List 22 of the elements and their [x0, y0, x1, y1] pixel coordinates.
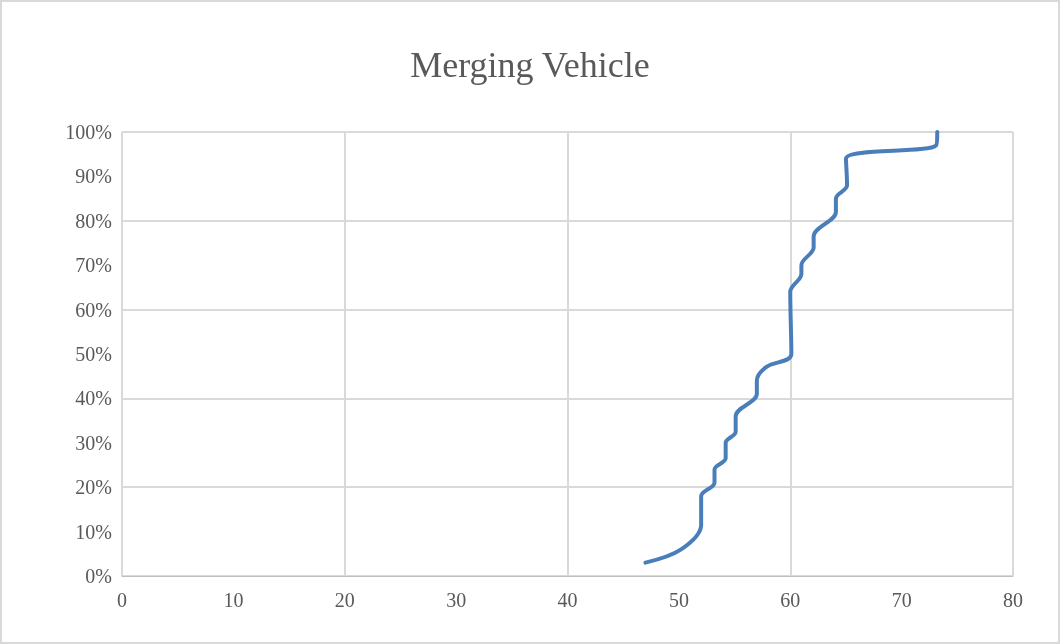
- y-tick-label: 10%: [75, 520, 112, 543]
- x-tick-label: 10: [223, 589, 244, 611]
- y-tick-label: 100%: [65, 121, 112, 143]
- y-tick-label: 40%: [75, 387, 112, 410]
- x-tick-label: 60: [780, 589, 801, 611]
- y-tick-label: 30%: [75, 431, 112, 454]
- y-tick-label: 50%: [75, 343, 112, 365]
- x-tick-label: 20: [334, 589, 355, 611]
- y-tick-label: 90%: [75, 165, 112, 188]
- x-tick-label: 70: [891, 589, 912, 611]
- x-tick-label: 50: [668, 589, 689, 611]
- chart-title: Merging Vehicle: [410, 45, 650, 85]
- x-tick-label: 40: [557, 589, 578, 611]
- x-tick-label: 30: [446, 589, 467, 611]
- y-tick-label: 0%: [85, 565, 112, 587]
- y-tick-label: 20%: [75, 476, 112, 499]
- y-tick-label: 80%: [75, 209, 112, 232]
- x-tick-label: 0: [117, 589, 127, 611]
- x-tick-label: 80: [1003, 589, 1023, 611]
- y-tick-label: 70%: [75, 254, 112, 277]
- line-series: [643, 130, 940, 565]
- y-tick-label: 60%: [75, 298, 112, 321]
